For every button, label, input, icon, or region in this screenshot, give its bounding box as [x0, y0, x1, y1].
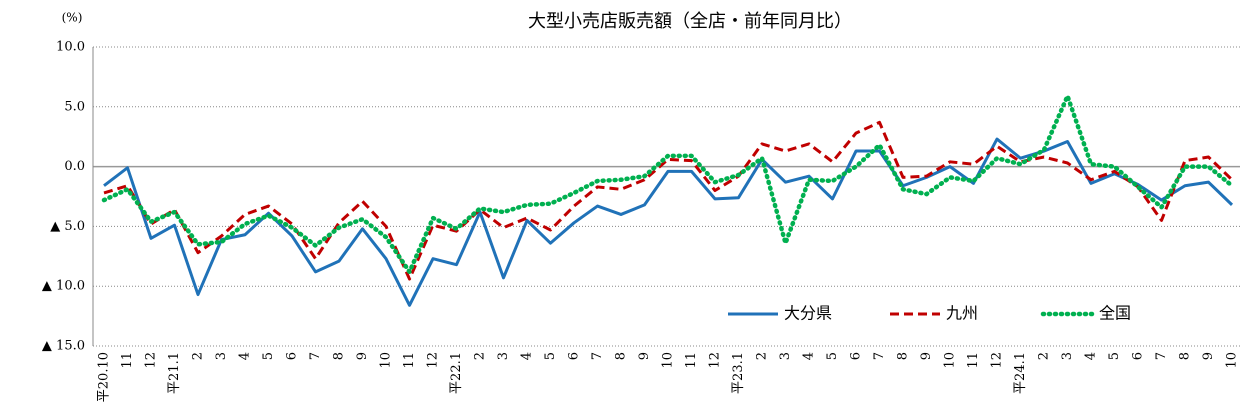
x-tick-label: 7 — [590, 352, 605, 360]
chart-title: 大型小売店販売額（全店・前年同月比） — [528, 11, 852, 32]
x-tick-label: 11 — [684, 352, 699, 369]
x-tick-label: 12 — [426, 352, 441, 369]
x-tick-label: 9 — [919, 352, 934, 360]
x-tick-label: 11 — [402, 352, 417, 369]
x-tick-label: 10 — [1225, 352, 1240, 369]
x-tick-label: 9 — [355, 352, 370, 360]
x-tick-label: 4 — [802, 352, 817, 360]
x-tick-label: 5 — [261, 352, 276, 360]
y-tick-label: 0.0 — [64, 159, 85, 174]
x-tick-label: 7 — [308, 352, 323, 360]
x-tick-label: 10 — [943, 352, 958, 369]
x-tick-label: 8 — [1178, 352, 1193, 360]
x-tick-label: 8 — [896, 352, 911, 360]
x-tick-label: 12 — [708, 352, 723, 369]
x-tick-label: 3 — [778, 352, 793, 360]
x-tick-label: 5 — [825, 352, 840, 360]
series-line — [103, 120, 1234, 281]
x-tick-label: 平21.1 — [167, 352, 182, 394]
x-tick-label: 平20.10 — [97, 352, 112, 402]
x-tick-label: 2 — [473, 352, 488, 360]
x-tick-label: 4 — [1084, 352, 1099, 360]
x-tick-label: 6 — [849, 352, 864, 360]
x-tick-label: 4 — [238, 352, 253, 360]
legend-label: 九州 — [946, 304, 978, 323]
legend-label: 全国 — [1099, 304, 1131, 323]
x-tick-label: 平24.1 — [1013, 352, 1028, 394]
x-tick-label: 3 — [496, 352, 511, 360]
x-tick-label: 平23.1 — [731, 352, 746, 394]
x-tick-label: 7 — [872, 352, 887, 360]
x-tick-label: 12 — [990, 352, 1005, 369]
series-line — [103, 137, 1234, 307]
x-tick-label: 5 — [1107, 352, 1122, 360]
x-tick-label: 6 — [285, 352, 300, 360]
x-tick-label: 2 — [1037, 352, 1052, 360]
y-unit: (%) — [62, 11, 83, 25]
x-tick-label: 6 — [567, 352, 582, 360]
x-tick-label: 3 — [214, 352, 229, 360]
y-tick-label: ▲ 5.0 — [50, 219, 85, 234]
x-tick-label: 7 — [1154, 352, 1169, 360]
y-tick-label: 10.0 — [56, 40, 85, 55]
y-tick-label: ▲ 10.0 — [42, 279, 85, 294]
x-tick-label: 9 — [637, 352, 652, 360]
x-tick-label: 10 — [379, 352, 394, 369]
x-tick-label: 2 — [755, 352, 770, 360]
x-tick-label: 12 — [144, 352, 159, 369]
x-tick-label: 8 — [332, 352, 347, 360]
y-tick-label: ▲ 15.0 — [42, 339, 85, 354]
x-tick-label: 5 — [543, 352, 558, 360]
x-tick-label: 9 — [1201, 352, 1216, 360]
series-line — [101, 93, 1235, 275]
legend-label: 大分県 — [784, 304, 832, 323]
y-tick-label: 5.0 — [64, 99, 85, 114]
x-tick-label: 10 — [661, 352, 676, 369]
x-tick-label: 2 — [191, 352, 206, 360]
x-tick-label: 3 — [1060, 352, 1075, 360]
x-tick-label: 11 — [966, 352, 981, 369]
x-tick-label: 11 — [120, 352, 135, 369]
x-tick-label: 8 — [614, 352, 629, 360]
x-tick-label: 平22.1 — [449, 352, 464, 394]
x-tick-label: 6 — [1131, 352, 1146, 360]
x-tick-label: 4 — [520, 352, 535, 360]
